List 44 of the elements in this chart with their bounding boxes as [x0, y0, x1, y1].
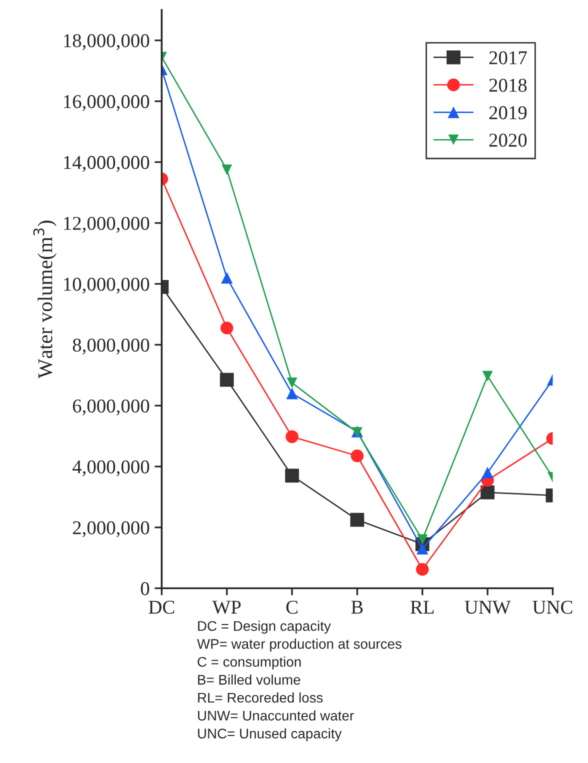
x-tick-label: B: [351, 600, 363, 614]
point: [220, 322, 234, 334]
text: B= Billed volume: [198, 674, 300, 685]
y-tick-label: 4,000,000: [72, 460, 150, 476]
y-tick-label: 8,000,000: [72, 338, 150, 354]
point: [480, 485, 494, 500]
y-axis-title: Water volume(m$^{3}$): [33, 220, 57, 378]
point: [482, 370, 493, 382]
text: DC = Design capacity: [198, 620, 331, 634]
point: [416, 563, 429, 576]
point: [221, 272, 233, 284]
y-tick-label: 0: [140, 582, 150, 596]
legend-label: 2020: [489, 134, 527, 147]
x-tick-label: WP: [212, 600, 241, 614]
point: [416, 542, 428, 555]
y-tick-label: 10,000,000: [64, 278, 150, 294]
text: UNC= Unused capacity: [198, 728, 342, 742]
y-tick-label: 18,000,000: [64, 34, 150, 50]
x-tick-label: RL: [410, 600, 434, 614]
y-tick-label: 16,000,000: [64, 95, 150, 111]
point: [285, 468, 299, 483]
legend-label: 2019: [489, 106, 527, 120]
legend-label: 2017: [489, 51, 527, 64]
point: [222, 164, 232, 176]
text: C = consumption: [198, 656, 301, 670]
point: [286, 378, 298, 388]
legend-label: 2018: [489, 78, 527, 92]
text: RL= Recoreded loss: [198, 692, 323, 703]
y-tick-label: 12,000,000: [64, 216, 150, 233]
point: [286, 430, 298, 444]
point: [482, 466, 494, 478]
x-tick-label: DC: [148, 600, 174, 614]
x-tick-label: C: [286, 600, 298, 614]
text: UNW= Unaccunted water: [198, 710, 354, 721]
y-tick-label: 14,000,000: [64, 156, 150, 172]
point: [220, 372, 234, 387]
y-tick-label: 6,000,000: [72, 399, 150, 416]
point: [286, 388, 298, 400]
text: WP= water production at sources: [197, 638, 402, 652]
x-tick-label: UNC: [532, 600, 572, 614]
point: [350, 512, 364, 527]
point: [350, 449, 364, 462]
y-tick-label: 2,000,000: [72, 521, 150, 538]
x-tick-label: UNW: [464, 600, 511, 614]
